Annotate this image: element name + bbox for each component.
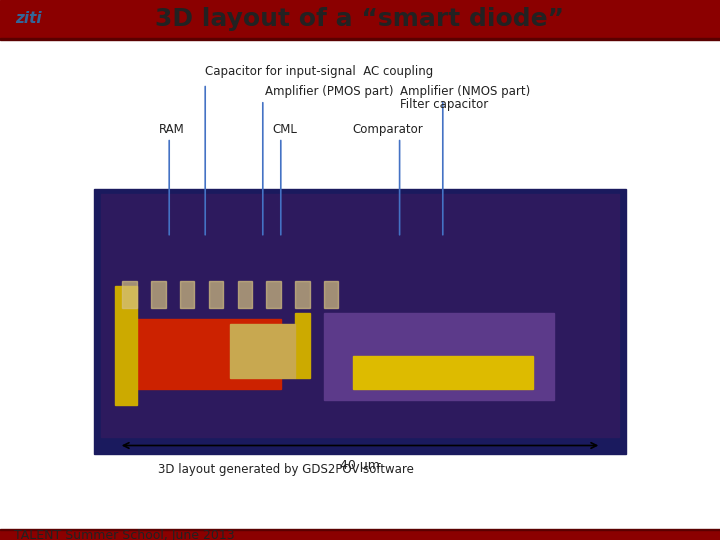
Bar	[0, 530, 720, 540]
Text: ziti: ziti	[16, 11, 42, 26]
Bar	[94, 189, 626, 454]
Bar	[122, 281, 137, 308]
Bar	[115, 286, 137, 405]
Bar	[101, 194, 619, 437]
Text: 3D layout of a “smart diode”: 3D layout of a “smart diode”	[156, 7, 564, 31]
Bar	[295, 281, 310, 308]
Bar	[151, 281, 166, 308]
Text: 3D layout generated by GDS2POV software: 3D layout generated by GDS2POV software	[158, 463, 414, 476]
Text: TALENT Summer School, June 2013: TALENT Summer School, June 2013	[14, 529, 235, 540]
Text: Amplifier (NMOS part): Amplifier (NMOS part)	[400, 85, 530, 98]
Text: Capacitor for input-signal  AC coupling: Capacitor for input-signal AC coupling	[205, 65, 433, 78]
Bar	[324, 313, 554, 400]
Bar	[122, 319, 281, 389]
Bar	[295, 313, 310, 378]
Text: Comparator: Comparator	[353, 123, 423, 136]
Text: RAM: RAM	[158, 123, 184, 136]
Bar	[0, 0, 720, 38]
Bar	[180, 281, 194, 308]
Bar	[238, 281, 252, 308]
Bar	[266, 281, 281, 308]
Text: Filter capacitor: Filter capacitor	[400, 98, 488, 111]
Bar	[209, 281, 223, 308]
Text: 40 µm: 40 µm	[340, 459, 380, 472]
Text: CML: CML	[272, 123, 297, 136]
Bar	[0, 38, 720, 40]
Bar	[0, 529, 720, 530]
Text: Amplifier (PMOS part): Amplifier (PMOS part)	[265, 85, 393, 98]
Bar	[324, 281, 338, 308]
Bar	[230, 324, 295, 378]
Bar	[353, 356, 533, 389]
